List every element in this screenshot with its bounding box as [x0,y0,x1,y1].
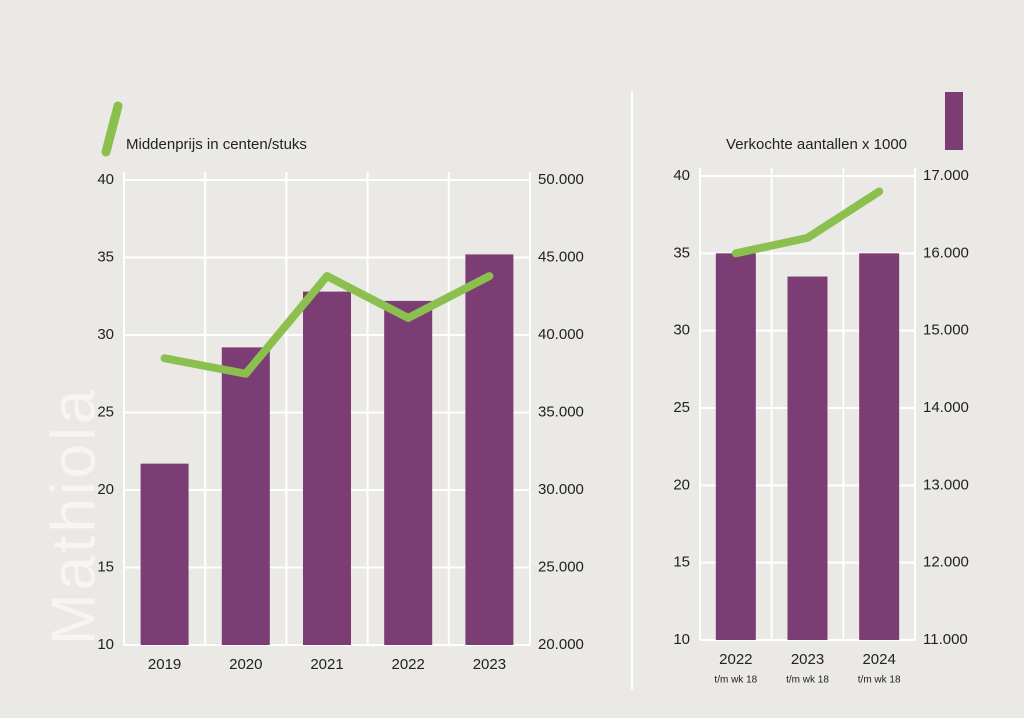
y-tick-label: 20 [673,476,690,493]
x-tick-label: 2021 [310,656,343,673]
y2-tick-label: 12.000 [923,554,969,571]
y-tick-label: 30 [97,326,114,343]
y-tick-label: 25 [673,399,690,416]
y2-tick-label: 25.000 [538,558,584,575]
y2-tick-label: 30.000 [538,481,584,498]
y2-tick-label: 15.000 [923,322,969,339]
x-tick-label: 2023 [791,651,824,668]
y2-tick-label: 35.000 [538,403,584,420]
x-tick-label: 2022 [719,651,752,668]
y-tick-label: 30 [673,322,690,339]
bar [465,254,514,645]
x-tick-label: 2020 [229,656,262,673]
bar [384,300,433,645]
legend-label: Verkochte aantallen x 1000 [726,136,907,153]
x-tick-label: 2022 [392,656,425,673]
y2-tick-label: 40.000 [538,326,584,343]
watermark: Mathiola [39,387,108,645]
line [731,187,884,258]
y2-tick-label: 11.000 [923,631,968,648]
y2-tick-label: 16.000 [923,244,969,261]
y-tick-label: 10 [673,631,690,648]
y2-tick-label: 50.000 [538,171,584,188]
x-tick-label: 2019 [148,656,181,673]
legend-line [101,101,123,157]
y-tick-label: 35 [97,248,114,265]
bar [715,253,756,641]
y2-tick-label: 45.000 [538,248,584,265]
y-tick-label: 15 [97,558,114,575]
y-tick-label: 25 [97,403,114,420]
y-tick-label: 10 [97,636,114,653]
x-tick-note: t/m wk 18 [786,675,829,686]
bar [303,291,351,645]
x-tick-label: 2023 [473,656,506,673]
y2-tick-label: 14.000 [923,399,969,416]
y-tick-label: 15 [673,554,690,571]
y-tick-label: 40 [673,167,690,184]
y-tick-label: 35 [673,244,690,261]
y2-tick-label: 17.000 [923,167,969,184]
bar [140,463,189,645]
x-tick-label: 2024 [862,651,895,668]
bar [859,253,900,641]
line [160,272,494,378]
legend-label: Middenprijs in centen/stuks [126,136,307,153]
x-tick-note: t/m wk 18 [714,675,757,686]
y2-tick-label: 13.000 [923,476,969,493]
y-tick-label: 40 [97,171,114,188]
bar [787,276,828,640]
y-tick-label: 20 [97,481,114,498]
x-tick-note: t/m wk 18 [858,675,901,686]
y2-tick-label: 20.000 [538,636,584,653]
legend-swatch [945,92,963,150]
bar [221,347,270,645]
